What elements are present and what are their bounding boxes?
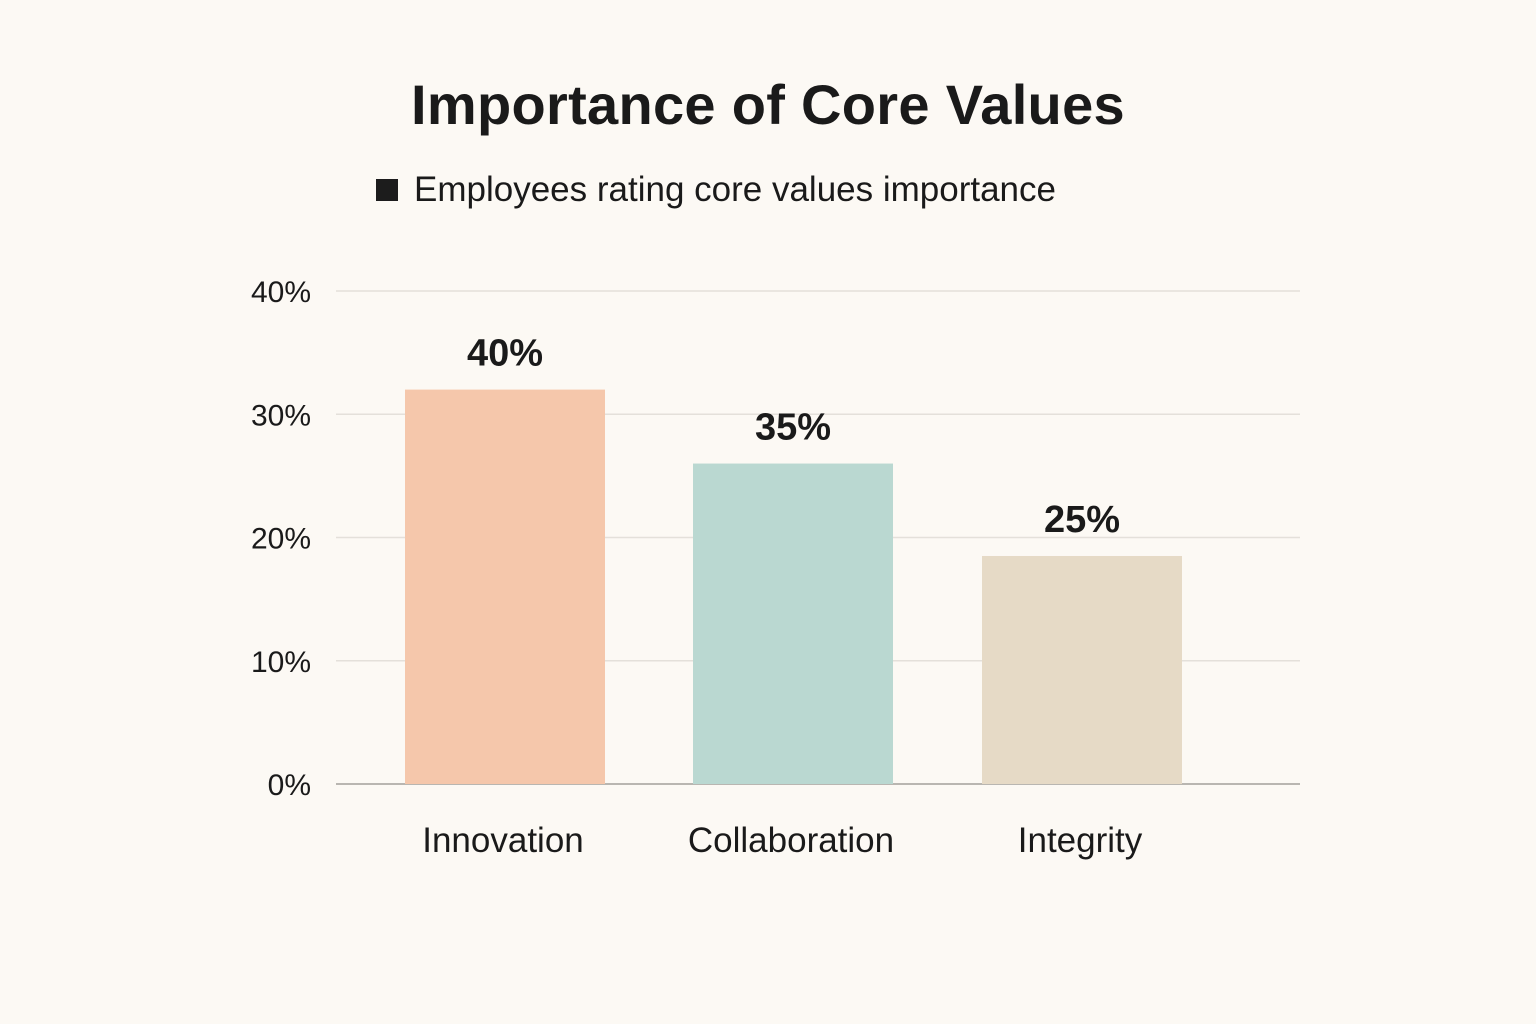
legend: Employees rating core values importance: [376, 170, 1056, 210]
data-label: 35%: [755, 407, 831, 449]
y-tick-label: 40%: [251, 276, 311, 309]
legend-swatch: [376, 179, 398, 201]
data-label: 25%: [1044, 499, 1120, 541]
x-tick-label: Innovation: [422, 821, 584, 860]
legend-label: Employees rating core values importance: [414, 170, 1056, 209]
chart-title: Importance of Core Values: [411, 73, 1125, 136]
data-label: 40%: [467, 333, 543, 375]
bar-innovation: [405, 389, 605, 784]
x-tick-label: Collaboration: [688, 821, 894, 860]
y-tick-label: 10%: [251, 646, 311, 679]
bar-collaboration: [693, 463, 893, 784]
bar-integrity: [982, 555, 1182, 784]
y-tick-label: 20%: [251, 523, 311, 556]
x-tick-label: Integrity: [1018, 821, 1143, 860]
y-tick-label: 30%: [251, 399, 311, 432]
y-tick-label: 0%: [268, 769, 311, 802]
